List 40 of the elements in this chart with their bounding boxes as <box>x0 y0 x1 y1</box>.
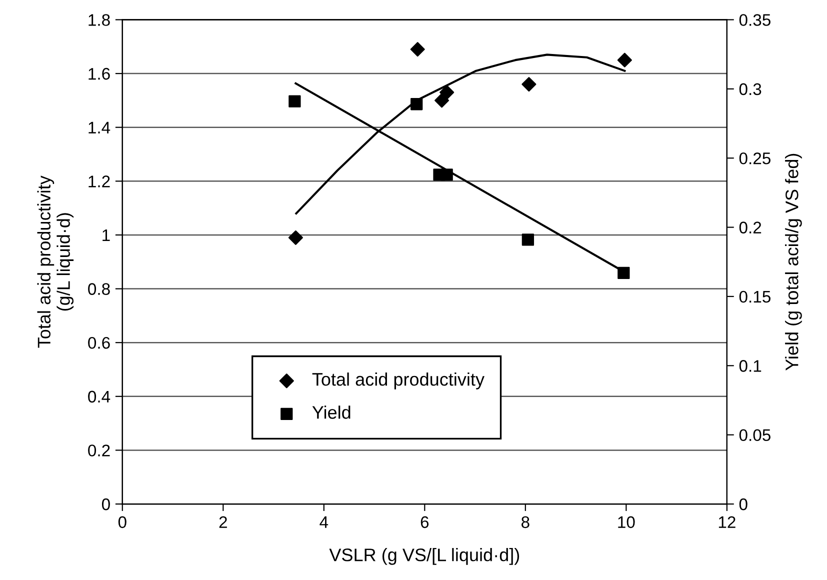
y-tick-label: 0.4 <box>88 390 110 403</box>
y-tick-label: 1 <box>102 230 110 242</box>
y-tick-label: 0 <box>102 498 110 510</box>
y2-tick-label: 0.15 <box>739 290 770 303</box>
y2-tick-label: 0.35 <box>739 14 770 26</box>
y-axis-title: Total acid productivity (g/L liquid·d) <box>37 176 74 348</box>
x-tick-label: 0 <box>118 516 126 528</box>
x-tick-label: 4 <box>320 516 328 528</box>
point <box>522 234 534 246</box>
point <box>618 266 630 280</box>
y2-tick-label: 0.1 <box>739 360 762 372</box>
point <box>440 85 454 100</box>
point <box>288 95 301 108</box>
point <box>288 230 303 245</box>
point <box>522 77 536 92</box>
y2-tick-label: 0.3 <box>739 83 762 96</box>
point <box>440 168 453 181</box>
x-axis-title: VSLR (g VS/[L liquid·d]) <box>329 548 520 565</box>
y-tick-label: 0.2 <box>88 444 110 456</box>
y-tick-label: 1.8 <box>88 14 110 26</box>
x-tick-label: 8 <box>522 516 530 528</box>
x-tick-label: 10 <box>618 516 635 528</box>
point <box>410 42 425 57</box>
point <box>617 52 632 68</box>
legend-label: Total acid productivity <box>312 372 484 390</box>
legend-label: Yield <box>312 406 350 419</box>
y2-tick-label: 0.2 <box>739 222 762 234</box>
x-tick-label: 2 <box>219 516 227 528</box>
y-tick-label: 0.6 <box>88 336 110 349</box>
y2-tick-label: 0.05 <box>739 429 770 442</box>
y-tick-label: 1.4 <box>88 122 110 134</box>
y2-axis-title: Yield (g total acid/g VS fed) <box>785 154 802 371</box>
x-tick-label: 12 <box>718 516 736 528</box>
y2-tick-label: 0 <box>739 498 748 510</box>
y-tick-label: 1.2 <box>88 176 110 188</box>
y2-tick-label: 0.25 <box>739 152 770 164</box>
y-tick-label: 0.8 <box>88 283 110 295</box>
y-tick-label: 1.6 <box>88 68 110 80</box>
x-tick-label: 6 <box>420 516 429 528</box>
point <box>410 98 423 110</box>
